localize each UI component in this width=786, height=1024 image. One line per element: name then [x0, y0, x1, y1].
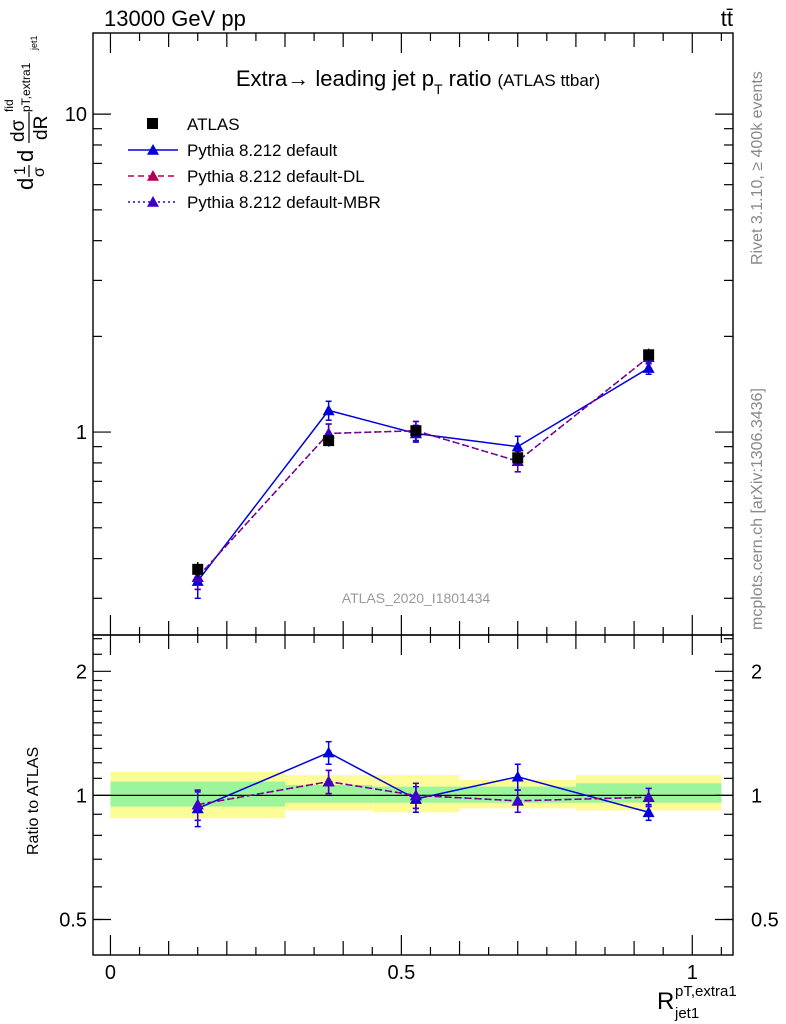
ratio-series-pythia-8-212-default-mbr	[191, 769, 655, 822]
ratio-point	[511, 770, 524, 782]
data-point	[323, 435, 335, 447]
analysis-watermark: ATLAS_2020_I1801434	[342, 590, 491, 606]
ratio-y-tick-label-right: 1	[751, 785, 762, 807]
y-axis-label-den: dR	[31, 116, 52, 140]
y-axis-label-subsub: jet1	[29, 35, 39, 51]
legend-entry: Pythia 8.212 default-MBR	[128, 193, 381, 212]
legend-marker	[147, 144, 159, 155]
ratio-point	[322, 775, 335, 787]
x-tick-label: 0	[105, 962, 116, 984]
series-line	[197, 367, 650, 582]
ratio-y-axis-label: Ratio to ATLAS	[25, 747, 42, 855]
ratio-y-tick-label-right: 2	[751, 661, 762, 683]
ratio-point	[191, 798, 204, 810]
chart-title: Extra→ leading jet pT ratio (ATLAS ttbar)	[236, 66, 600, 97]
x-axis-label-sup: pT,extra1	[675, 983, 737, 1000]
legend-marker	[147, 196, 159, 207]
legend-label: ATLAS	[187, 115, 240, 134]
data-point	[643, 349, 655, 361]
y-axis-label-d1: d	[13, 178, 38, 190]
y-axis-label-sigma: σ	[31, 167, 48, 177]
y-axis-label-num: dσ	[8, 119, 29, 142]
ratio-point	[409, 789, 422, 801]
energy-label: 13000 GeV pp	[104, 6, 246, 31]
ratio-ticks: 0.5 0.5 1 1 2 2 0 0.5 1	[59, 635, 779, 984]
series-pythia-8-212-default	[191, 361, 655, 600]
y-tick-label: 10	[65, 104, 87, 126]
x-axis-label-sub: jet1	[674, 1005, 699, 1022]
rivet-label: Rivet 3.1.10, ≥ 400k events	[749, 71, 766, 265]
main-series-layer	[191, 348, 655, 600]
ratio-y-tick-label: 0.5	[59, 909, 87, 931]
legend: ATLAS Pythia 8.212 default Pythia 8.212 de…	[128, 115, 381, 212]
ratio-y-tick-label-right: 0.5	[751, 909, 779, 931]
main-ticks: 1 10	[65, 33, 733, 635]
y-axis-label: d 1 σ d dσ fid pT,extra1 jet1 dR	[2, 35, 52, 190]
legend-entry: Pythia 8.212 default	[128, 141, 338, 160]
y-tick-label: 1	[76, 422, 87, 444]
y-axis-label-d2: d	[13, 150, 38, 162]
legend-entry: Pythia 8.212 default-DL	[128, 167, 365, 186]
data-point	[322, 404, 335, 416]
main-plot: 1 10 Extra→ leading jet pT ratio (ATLAS tt…	[2, 32, 734, 636]
series-pythia-8-212-default-mbr	[191, 350, 655, 591]
series-pythia-8-212-default-dl	[191, 350, 655, 591]
legend-label: Pythia 8.212 default-MBR	[187, 193, 381, 212]
x-tick-label: 0.5	[387, 962, 415, 984]
ratio-point	[322, 746, 335, 758]
ratio-point	[642, 806, 655, 818]
y-axis-label-one: 1	[12, 166, 29, 175]
data-point	[410, 425, 422, 437]
series-line	[197, 356, 650, 578]
data-point	[511, 440, 524, 452]
ratio-plot: 0.5 0.5 1 1 2 2 0 0.5 1 Ratio to ATLAS R pT,extr…	[25, 634, 779, 1022]
data-point	[642, 362, 655, 373]
data-point	[192, 563, 204, 575]
legend-label: Pythia 8.212 default-DL	[187, 167, 365, 186]
y-axis-label-sup: fid	[2, 99, 16, 112]
y-axis-label-sub: pT,extra1	[19, 62, 33, 112]
ratio-point	[642, 791, 655, 803]
x-axis-label-main: R	[657, 988, 674, 1015]
legend-marker	[147, 118, 158, 129]
series-line	[197, 356, 650, 578]
legend-marker	[147, 170, 159, 181]
x-axis-label: R pT,extra1 jet1	[657, 983, 737, 1022]
legend-entry: ATLAS	[147, 115, 240, 134]
legend-label: Pythia 8.212 default	[187, 141, 338, 160]
ratio-y-tick-label: 2	[76, 661, 87, 683]
ratio-series-layer	[191, 740, 655, 828]
ratio-point	[511, 794, 524, 806]
data-point	[512, 452, 524, 464]
ratio-y-tick-label: 1	[76, 785, 87, 807]
series-atlas	[192, 348, 655, 578]
x-tick-label: 1	[687, 962, 698, 984]
mcplots-label: mcplots.cern.ch [arXiv:1306.3436]	[749, 388, 766, 630]
process-label: tt̄	[721, 6, 733, 31]
